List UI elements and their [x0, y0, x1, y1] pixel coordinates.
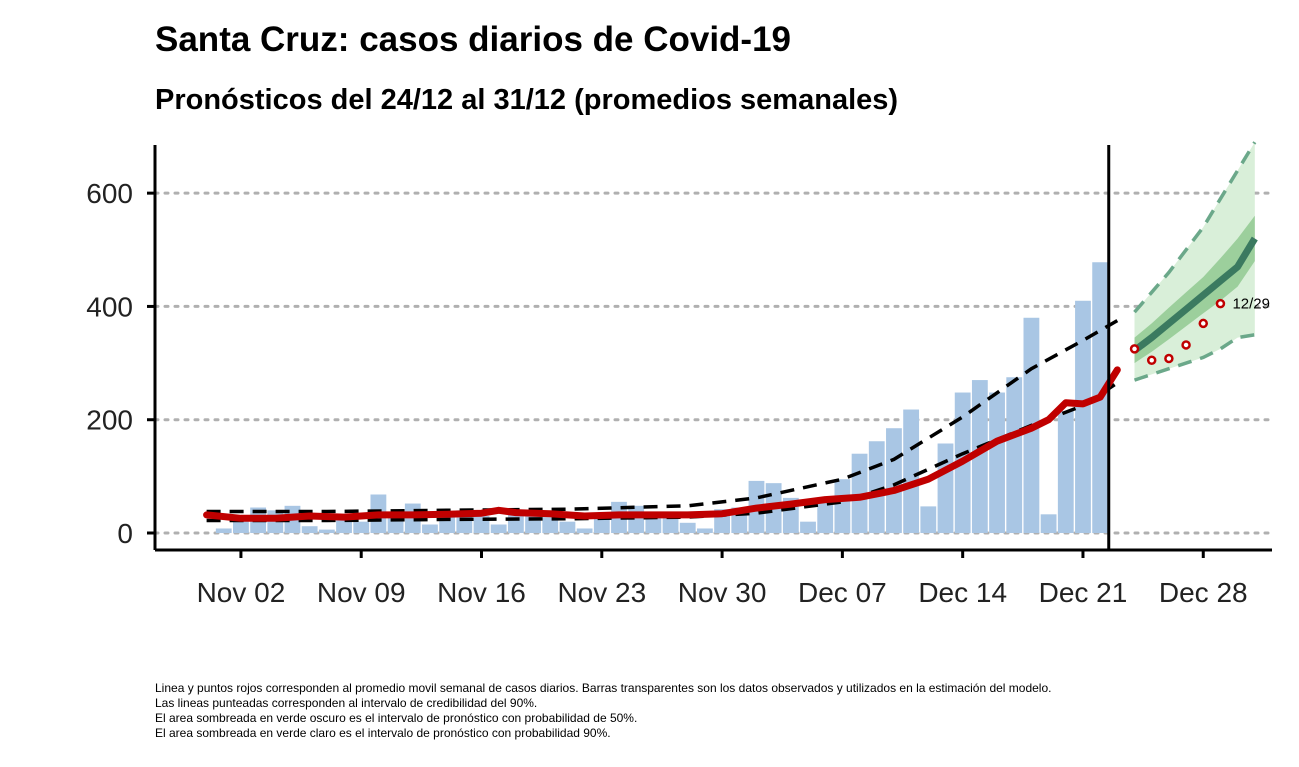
- forecast-point: [1181, 340, 1191, 350]
- y-tick-label: 400: [86, 291, 133, 322]
- daily-case-bar: [301, 526, 318, 534]
- chart-title: Santa Cruz: casos diarios de Covid-19: [155, 20, 792, 59]
- forecast-point: [1146, 355, 1157, 365]
- x-tick-label: Nov 09: [317, 577, 406, 608]
- credible-interval-lower: [206, 381, 1119, 523]
- forecast-point: [1215, 298, 1226, 309]
- axes: 0 200 400 600 Nov 02 Nov 09 Nov 16 Nov 23 Nov 30…: [86, 145, 1272, 608]
- daily-case-bar: [576, 528, 593, 534]
- daily-case-bar: [559, 521, 576, 534]
- x-tick-label: Dec 28: [1159, 577, 1248, 608]
- trend-lines: 12/29: [203, 296, 1270, 523]
- daily-case-bar: [1075, 300, 1091, 534]
- caption: Linea y puntos rojos corresponden al pro…: [155, 681, 1051, 741]
- daily-case-bar: [903, 409, 920, 534]
- daily-case-bar: [679, 522, 696, 534]
- moving-average-line: [203, 366, 1121, 522]
- daily-case-bar: [542, 517, 559, 534]
- x-tick-label: Nov 16: [437, 577, 526, 608]
- daily-case-bar: [886, 428, 902, 534]
- x-tick-label: Nov 23: [557, 577, 646, 608]
- forecast-point: [1198, 318, 1209, 329]
- caption-line: El area sombreada en verde oscuro es el …: [155, 711, 638, 725]
- y-tick-label: 200: [86, 405, 133, 436]
- caption-line: El area sombreada en verde claro es el i…: [155, 726, 611, 740]
- daily-case-bar: [1057, 411, 1074, 534]
- credible-interval-upper: [206, 319, 1119, 514]
- daily-case-bars: [215, 262, 1109, 534]
- caption-line: Las lineas punteadas corresponden al int…: [155, 696, 538, 710]
- daily-case-bar: [971, 380, 988, 534]
- caption-line: Linea y puntos rojos corresponden al pro…: [155, 681, 1052, 695]
- x-tick-label: Dec 21: [1039, 577, 1128, 608]
- daily-case-bar: [490, 524, 507, 534]
- daily-case-bar: [989, 392, 1005, 534]
- daily-case-bar: [318, 529, 335, 534]
- forecast-point: [1164, 353, 1174, 364]
- daily-case-bar: [834, 479, 851, 534]
- daily-case-bar: [215, 528, 232, 534]
- daily-case-bar: [697, 528, 713, 534]
- forecast-median-line: [1132, 236, 1258, 354]
- forecast-bands: [1132, 141, 1258, 382]
- daily-case-bar: [353, 521, 370, 534]
- daily-case-bar: [593, 517, 610, 534]
- forecast-point: [1129, 344, 1140, 354]
- y-tick-label: 0: [117, 518, 133, 549]
- x-tick-label: Nov 30: [678, 577, 767, 608]
- forecast-upper-bound: [1133, 141, 1257, 314]
- x-tick-label: Nov 02: [197, 577, 286, 608]
- x-tick-label: Dec 07: [798, 577, 887, 608]
- x-tick-label: Dec 14: [918, 577, 1007, 608]
- daily-case-bar: [422, 524, 438, 534]
- daily-case-bar: [1040, 514, 1057, 534]
- daily-case-bar: [817, 499, 834, 534]
- daily-case-bar: [800, 521, 816, 534]
- y-tick-label: 600: [86, 178, 133, 209]
- daily-case-bar: [920, 506, 937, 534]
- daily-case-bar: [937, 443, 954, 534]
- daily-case-bar: [662, 516, 679, 534]
- daily-case-bar: [507, 511, 524, 534]
- daily-case-bar: [1006, 377, 1023, 534]
- chart-subtitle: Pronósticos del 24/12 al 31/12 (promedio…: [155, 84, 899, 116]
- point-annotation: 12/29: [1232, 296, 1270, 313]
